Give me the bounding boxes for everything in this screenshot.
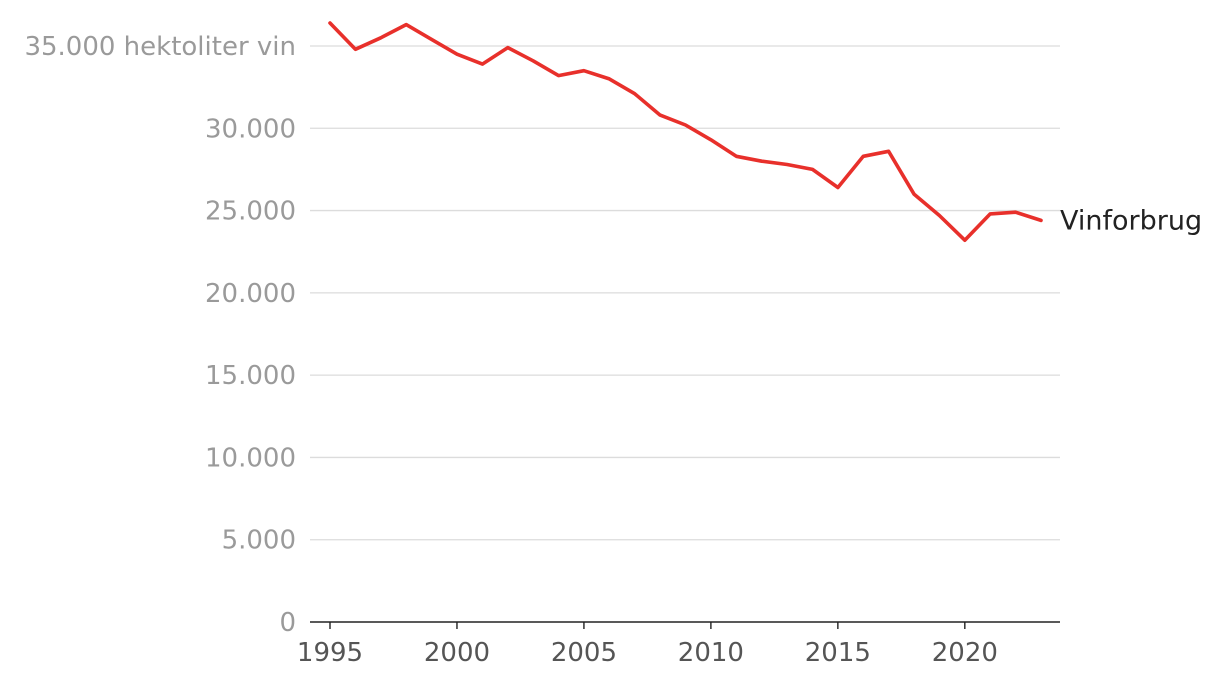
data-point-1996 (354, 48, 358, 52)
data-point-1995 (328, 21, 332, 25)
data-point-2012 (760, 159, 764, 163)
data-point-2000 (455, 52, 459, 56)
data-point-2011 (735, 155, 739, 159)
x-tick-label-2020: 2020 (932, 638, 998, 668)
data-point-2008 (658, 113, 662, 117)
data-point-2004 (557, 74, 561, 78)
y-tick-label-5000: 5.000 (222, 526, 296, 556)
data-point-2016 (862, 155, 866, 159)
x-tick-label-1995: 1995 (297, 638, 363, 668)
data-point-2021 (988, 212, 992, 216)
data-point-2007 (633, 92, 637, 96)
data-point-2020 (963, 238, 967, 242)
y-tick-label-15000: 15.000 (205, 361, 296, 391)
data-point-2002 (506, 46, 510, 50)
data-point-2003 (531, 59, 535, 63)
data-point-2015 (836, 186, 840, 190)
data-point-2005 (582, 69, 586, 73)
y-tick-label-25000: 25.000 (205, 197, 296, 227)
y-tick-label-10000: 10.000 (205, 443, 296, 473)
series-line-vinforbrug (328, 21, 1043, 242)
data-point-1997 (379, 36, 383, 40)
y-tick-label-0: 0 (279, 608, 296, 638)
data-point-2009 (684, 123, 688, 127)
y-axis-tick-labels: 0 5.000 10.000 15.000 20.000 25.000 30.000 35.0… (24, 32, 296, 638)
data-point-2006 (608, 77, 612, 81)
data-point-2013 (785, 163, 789, 167)
data-point-2023 (1039, 219, 1043, 223)
data-point-2014 (811, 168, 815, 172)
x-axis: 1995 2000 2005 2010 2015 2020 (297, 621, 1060, 668)
x-tick-label-2005: 2005 (551, 638, 617, 668)
y-tick-label-30000: 30.000 (205, 114, 296, 144)
data-point-1999 (430, 38, 434, 42)
x-tick-label-2000: 2000 (424, 638, 490, 668)
data-point-2022 (1014, 210, 1018, 214)
data-point-2017 (887, 150, 891, 154)
data-point-1998 (404, 23, 408, 27)
gridlines (310, 45, 1060, 541)
data-point-2018 (912, 192, 916, 196)
series-label-vinforbrug: Vinforbrug (1060, 205, 1202, 236)
data-point-2019 (938, 214, 942, 218)
data-point-2001 (481, 62, 485, 66)
y-tick-label-20000: 20.000 (205, 279, 296, 309)
series-layer: Vinforbrug (328, 21, 1202, 242)
y-tick-label-35000: 35.000 hektoliter vin (24, 32, 296, 62)
x-tick-label-2015: 2015 (805, 638, 871, 668)
x-tick-label-2010: 2010 (678, 638, 744, 668)
data-point-2010 (709, 138, 713, 142)
